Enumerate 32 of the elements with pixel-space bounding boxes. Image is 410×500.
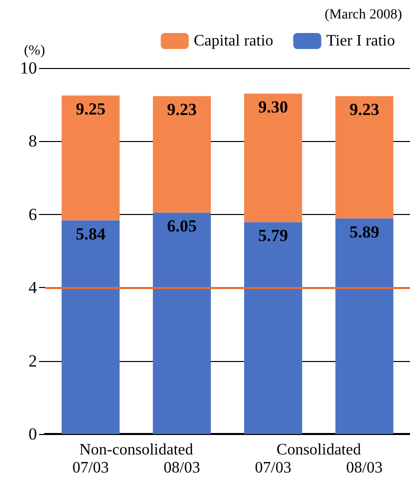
bar	[244, 94, 302, 222]
data-label: 5.79	[258, 226, 288, 246]
y-tick-label: 4	[28, 278, 38, 298]
y-tick-label: 6	[28, 204, 37, 224]
total-label: 9.25	[76, 99, 106, 118]
y-tick-label: 8	[28, 132, 37, 151]
x-tick-label: 07/03	[254, 460, 292, 476]
text: Consolidated	[276, 442, 361, 458]
bar	[244, 222, 302, 434]
bar	[335, 218, 394, 434]
y-tick-label: 2	[28, 351, 37, 370]
x-tick-label: 07/03	[72, 460, 109, 476]
x-tick-label: 08/03	[164, 460, 200, 476]
total-label: 9.23	[167, 100, 197, 120]
data-label: 6.05	[167, 216, 197, 236]
bar	[62, 95, 120, 220]
y-axis-title: (%)	[24, 44, 46, 58]
legend-label: Capital ratio	[194, 32, 274, 50]
total-label: 9.30	[258, 98, 288, 117]
bar	[152, 212, 211, 434]
text: Non-consolidated	[79, 442, 194, 458]
total-label: 9.23	[350, 100, 380, 120]
text: (March 2008)	[324, 8, 402, 22]
data-label: 5.84	[76, 224, 106, 244]
legend-label: Tier I ratio	[326, 32, 395, 50]
y-tick-label: 10	[20, 58, 37, 78]
x-tick-label: 08/03	[346, 460, 383, 476]
bar	[62, 220, 120, 434]
bar	[335, 96, 394, 218]
data-label: 5.89	[350, 222, 380, 242]
bar	[152, 96, 211, 213]
y-tick-label: 0	[28, 424, 37, 444]
